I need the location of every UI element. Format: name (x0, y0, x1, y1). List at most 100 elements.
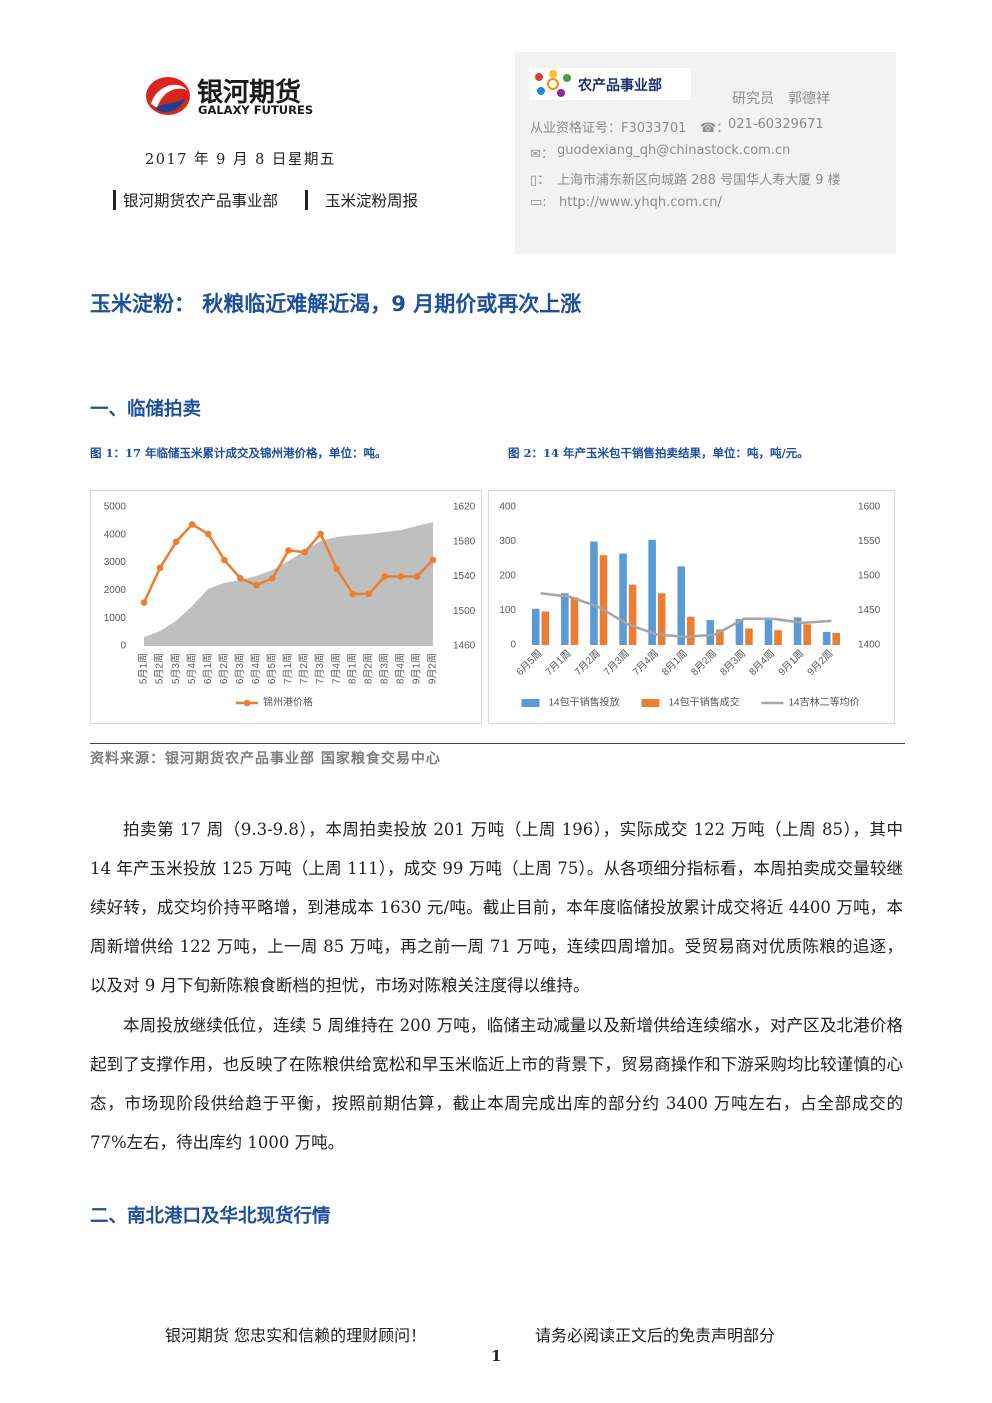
marker (397, 573, 405, 580)
tick-label: 1000 (104, 613, 127, 624)
legend-swatch (641, 699, 660, 707)
x-tick-label: 8月4周 (395, 653, 407, 684)
tick-label: 300 (499, 536, 516, 547)
marker (172, 538, 180, 546)
bar (628, 584, 637, 645)
x-tick-label: 9月1周 (776, 648, 806, 678)
x-tick-label: 5月1周 (138, 653, 150, 684)
analyst: 研究员 郭德祥 (732, 91, 830, 107)
tick-label: 0 (510, 640, 516, 651)
footer-slogan: 银河期货 您忠实和信赖的理财顾问！ (165, 1326, 427, 1345)
tick-label: 2000 (104, 585, 127, 596)
marker (156, 564, 164, 572)
x-tick-label: 7月2周 (572, 648, 602, 678)
marker (204, 530, 212, 538)
bar (735, 619, 744, 645)
tick-label: 1500 (858, 571, 881, 582)
bar (531, 608, 540, 645)
bar (561, 593, 569, 645)
figure-caption: 图 2：14 年产玉米包干销售拍卖结果，单位：吨，吨/元。 (508, 446, 809, 460)
section-heading: 一、临储拍卖 (90, 399, 202, 420)
bar (305, 190, 308, 210)
title: 玉米淀粉： 秋粮临近难解近渴，9 月期价或再次上涨 (90, 292, 582, 316)
address-icon: ▯： (530, 173, 551, 188)
area (144, 522, 433, 646)
chart-frame: 0 1000 2000 3000 4000 5000 1460 1500 1540 1580 162… (90, 490, 482, 724)
address: 上海市浦东新区向城路 288 号国华人寿大厦 9 楼 (557, 173, 841, 188)
tick-label: 1450 (858, 605, 881, 616)
tick-label: 1400 (858, 640, 881, 651)
license: 从业资格证号：F3033701 (530, 121, 687, 136)
x-tick-label: 6月4周 (250, 653, 262, 684)
x-tick-label: 8月2周 (362, 653, 374, 684)
marker (381, 573, 389, 580)
marker (365, 590, 373, 598)
bar (113, 190, 116, 210)
marker (317, 530, 324, 538)
bar (570, 597, 579, 645)
chart-frame: 0 100 200 300 400 1400 1450 1500 1550 1600 6月5周 7月1… (488, 490, 895, 724)
x-tick-label: 6月1周 (202, 653, 214, 684)
x-tick-label: 8月2周 (689, 648, 719, 678)
marker (269, 574, 276, 582)
bar (822, 631, 831, 645)
marker (140, 599, 148, 606)
legend-label: 14包干销售投放 (549, 696, 620, 709)
legend-swatch (521, 699, 540, 707)
marker (220, 556, 228, 564)
x-tick-label: 9月2周 (805, 648, 835, 678)
x-tick-label: 9月2周 (427, 653, 439, 684)
marker (429, 556, 437, 564)
marker (237, 574, 244, 582)
logo-cn: 银河期货 (197, 78, 302, 108)
paragraph: 本周投放继续低位，连续 5 周维持在 200 万吨，临储主动减量以及新增供给连续… (90, 1016, 903, 1152)
marker (301, 548, 308, 556)
tick-label: 4000 (104, 529, 127, 540)
bar (716, 629, 724, 645)
x-tick-label: 6月5周 (514, 648, 544, 678)
line (540, 592, 832, 638)
x-tick-label: 7月4周 (330, 653, 342, 684)
legend-label: 14包干销售成交 (669, 696, 740, 709)
marker (413, 573, 421, 580)
bar (803, 624, 811, 645)
bar (657, 593, 666, 645)
x-tick-label: 6月5周 (266, 653, 278, 684)
section-heading: 二、南北港口及华北现货行情 (90, 1206, 331, 1227)
tick-label: 400 (499, 502, 516, 513)
email: guodexiang_qh@chinastock.com.cn (557, 143, 791, 158)
report-name: 玉米淀粉周报 (325, 192, 419, 210)
bar (687, 616, 695, 645)
x-tick-label: 7月3周 (314, 653, 326, 684)
bar (706, 620, 715, 645)
rule (90, 743, 905, 744)
tick-label: 1600 (858, 502, 881, 513)
tick-label: 1550 (858, 536, 881, 547)
bar (677, 566, 685, 645)
x-tick-label: 7月2周 (298, 653, 310, 684)
unit: 农产品事业部 (578, 78, 662, 94)
tick-label: 1620 (453, 502, 476, 513)
marker (253, 581, 260, 589)
x-tick-label: 7月3周 (601, 648, 631, 678)
x-tick-label: 5月2周 (154, 653, 166, 684)
phone-icon: ☎： (700, 121, 730, 136)
x-tick-label: 8月3周 (718, 648, 748, 678)
bar (774, 630, 782, 645)
marker (188, 521, 196, 528)
chart: 0 100 200 300 400 1400 1450 1500 1550 1600 6月5周 7月1… (499, 502, 881, 709)
footer-disclaimer: 请务必阅读正文后的免责声明部分 (535, 1326, 776, 1345)
x-tick-label: 7月4周 (630, 648, 660, 678)
logo-en: GALAXY FUTURES (198, 103, 314, 117)
tick-label: 100 (499, 605, 516, 616)
tick-label: 0 (120, 641, 126, 652)
bar (745, 628, 753, 645)
x-tick-label: 7月1周 (543, 648, 573, 678)
marker (333, 565, 340, 572)
department: 银河期货农产品事业部 (123, 192, 279, 210)
phone: 021-60329671 (728, 117, 824, 132)
tick-label: 1580 (453, 536, 476, 547)
x-tick-label: 8月4周 (747, 648, 777, 678)
web-icon: ▭: (530, 195, 547, 210)
